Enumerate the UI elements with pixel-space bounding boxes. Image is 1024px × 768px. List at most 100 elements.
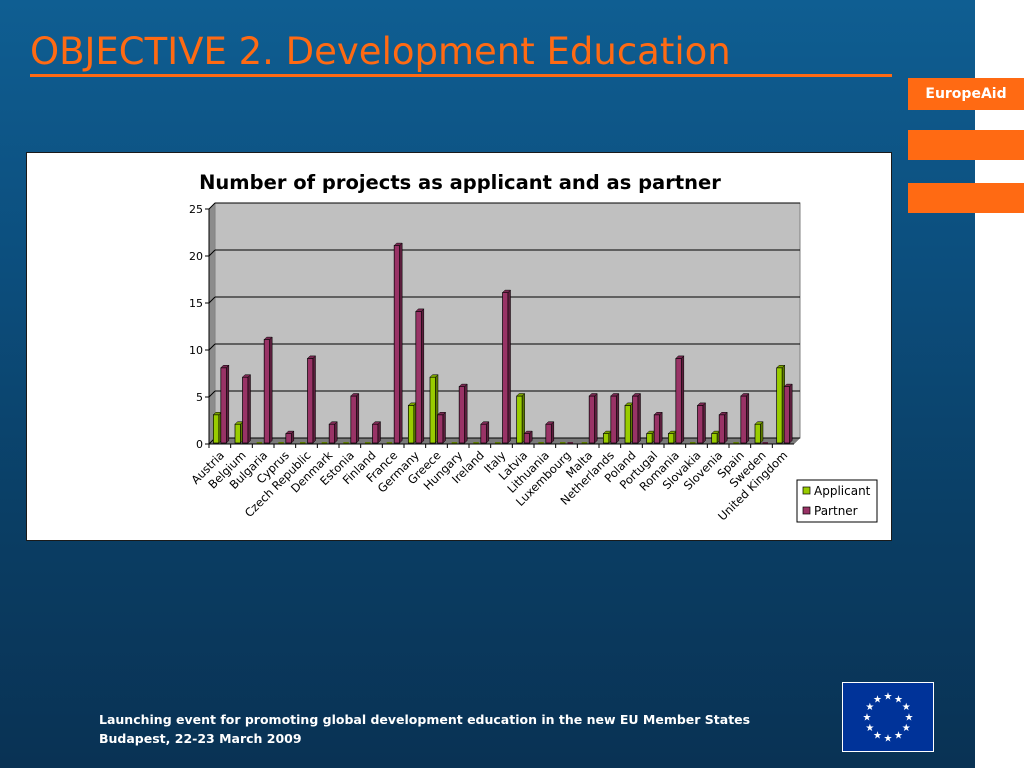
bar-zero-applicant <box>343 442 349 444</box>
bar-partner <box>307 358 314 444</box>
bar-side-partner <box>442 411 446 444</box>
bar-zero-applicant <box>256 442 263 444</box>
bar-side-partner <box>399 242 403 444</box>
title-underline <box>30 74 892 77</box>
bar-top-partner <box>306 355 317 359</box>
decorative-orange-bar <box>908 130 1024 160</box>
bar-side-partner <box>594 392 598 444</box>
bar-top-partner <box>480 421 490 425</box>
bar-applicant <box>429 376 436 444</box>
chart-panel: Number of projects as applicant and as p… <box>26 152 892 541</box>
bar-side-partner <box>464 383 468 444</box>
bar-partner <box>242 376 249 444</box>
eu-stars-icon: ★ ★★★★★★★★★★★ <box>863 692 914 745</box>
bar-chart: Number of projects as applicant and as p… <box>188 171 878 523</box>
y-gridline-depth <box>208 249 216 257</box>
bar-partner <box>220 367 227 444</box>
eu-flag-icon: ★ ★ ★ ★ ★ ★ ★ ★ ★ ★ ★ ★ <box>842 682 934 752</box>
bar-partner <box>502 292 509 444</box>
bar-applicant <box>407 405 415 444</box>
y-tick-label: 0 <box>196 438 203 451</box>
star-icon: ★ <box>902 702 911 713</box>
bar-partner <box>632 395 639 444</box>
bar-top-applicant <box>776 365 786 369</box>
bar-partner <box>372 423 379 444</box>
bar-top-partner <box>783 383 793 387</box>
bar-side-partner <box>702 402 706 444</box>
bar-top-applicant <box>516 393 526 397</box>
bar-top-partner <box>501 289 512 293</box>
legend-label-applicant: Applicant <box>814 484 871 498</box>
bar-zero-applicant <box>321 442 328 444</box>
bar-applicant <box>667 433 675 444</box>
decorative-orange-bar <box>908 183 1024 213</box>
bar-partner <box>458 386 466 444</box>
bar-top-partner <box>523 430 533 434</box>
y-gridline-depth <box>208 343 216 351</box>
bar-partner <box>328 423 336 444</box>
y-gridline-depth <box>208 390 216 398</box>
bar-applicant <box>776 367 783 444</box>
europeaid-logo: EuropeAid <box>908 78 1024 110</box>
bar-zero-applicant <box>278 442 284 444</box>
legend-swatch-partner <box>802 506 811 515</box>
bar-side-partner <box>421 308 425 444</box>
bar-zero-applicant <box>495 442 501 444</box>
y-gridline-depth <box>208 296 216 304</box>
bar-partner <box>480 423 487 444</box>
bar-applicant <box>711 433 718 444</box>
bar-zero-applicant <box>733 442 739 444</box>
bar-zero-applicant <box>300 442 306 444</box>
bar-side-partner <box>226 364 230 444</box>
bar-partner <box>610 395 617 444</box>
bar-partner <box>588 395 596 444</box>
bar-side-partner <box>356 392 360 444</box>
star-icon: ★ <box>905 713 914 724</box>
y-tick-label: 25 <box>189 203 203 216</box>
star-icon: ★ <box>902 723 911 734</box>
bar-partner <box>653 414 661 444</box>
bar-side-partner <box>659 411 663 444</box>
bar-top-partner <box>675 355 685 359</box>
bar-partner <box>285 433 292 444</box>
chart-title: Number of projects as applicant and as p… <box>199 171 721 194</box>
bar-side-partner <box>724 411 728 444</box>
bar-partner <box>675 358 682 444</box>
star-icon: ★ <box>873 694 882 705</box>
bar-side-partner <box>247 374 251 444</box>
footer-event-line: Launching event for promoting global dev… <box>99 712 751 727</box>
bar-top-partner <box>241 374 252 378</box>
star-icon: ★ <box>865 723 874 734</box>
bar-top-partner <box>653 412 663 416</box>
y-tick-label: 20 <box>189 250 203 263</box>
bar-side-partner <box>312 355 316 444</box>
star-icon: ★ <box>865 702 874 713</box>
star-icon: ★ <box>884 734 893 745</box>
bar-top-partner <box>458 383 468 387</box>
y-tick-label: 5 <box>196 391 203 404</box>
y-gridline-depth <box>208 202 216 210</box>
bar-side-partner <box>377 421 381 444</box>
bar-applicant <box>646 433 653 444</box>
bar-top-partner <box>328 421 338 425</box>
bar-zero-applicant <box>386 442 393 444</box>
bar-applicant <box>624 405 631 444</box>
bar-side-partner <box>334 421 338 444</box>
bar-zero-applicant <box>451 442 458 444</box>
bar-partner <box>393 245 401 444</box>
bar-partner <box>350 395 357 444</box>
bar-top-partner <box>545 421 555 425</box>
bar-zero-applicant <box>365 442 371 444</box>
bar-partner <box>263 339 271 444</box>
bar-applicant <box>602 433 610 444</box>
bar-top-partner <box>415 308 425 312</box>
bar-side-applicant <box>760 421 764 444</box>
bar-top-partner <box>393 242 403 246</box>
bar-top-partner <box>696 402 707 406</box>
bar-zero-applicant <box>690 442 696 444</box>
bar-partner <box>523 433 531 444</box>
bar-top-partner <box>588 393 598 397</box>
bar-top-partner <box>740 393 750 397</box>
bar-top-partner <box>371 421 382 425</box>
star-icon: ★ <box>894 731 903 742</box>
